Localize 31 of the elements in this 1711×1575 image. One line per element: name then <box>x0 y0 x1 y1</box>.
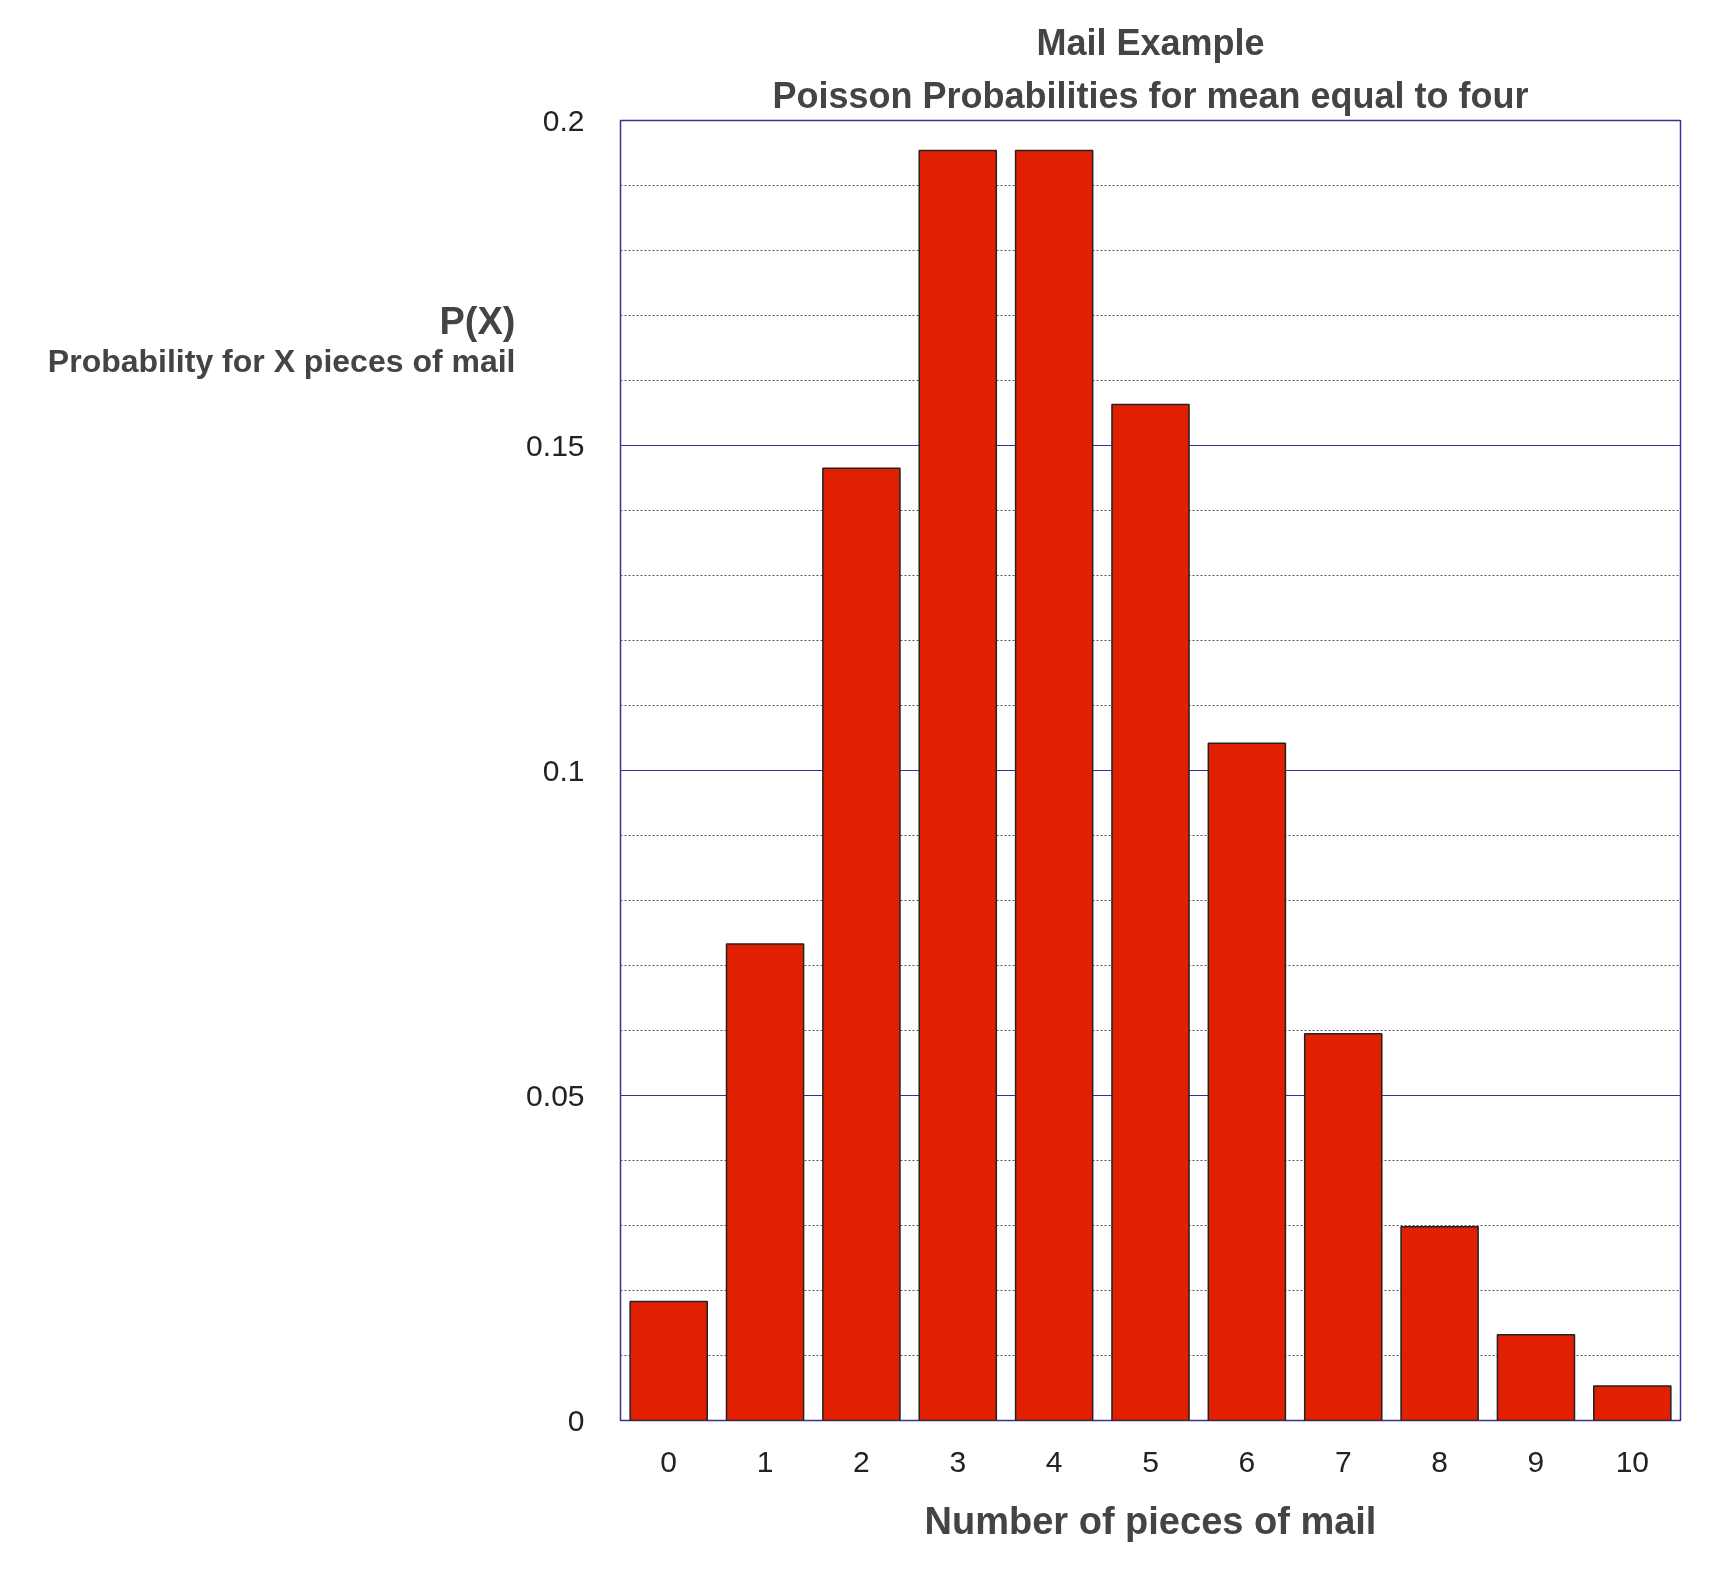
bar <box>725 943 805 1421</box>
chart-subtitle: Poisson Probabilities for mean equal to four <box>772 74 1529 116</box>
x-tick-label: 7 <box>1334 1444 1352 1478</box>
x-tick-label: 6 <box>1238 1444 1256 1478</box>
x-tick-label: 8 <box>1431 1444 1448 1478</box>
y-axis-title: P(X) Probability for X pieces of mail <box>47 299 516 379</box>
x-tick-label: 4 <box>1045 1444 1063 1478</box>
bar <box>629 1300 708 1421</box>
bar <box>1593 1385 1672 1421</box>
bar <box>1496 1333 1576 1421</box>
x-axis-title: Number of pieces of mail <box>924 1499 1377 1542</box>
x-tick-label: 10 <box>1615 1444 1650 1478</box>
bar <box>1207 742 1287 1421</box>
x-tick-label: 9 <box>1527 1444 1545 1478</box>
y-tick-label: 0.15 <box>526 428 585 462</box>
bar <box>822 467 901 1421</box>
y-tick-label: 0 <box>567 1403 585 1437</box>
x-tick-label: 5 <box>1142 1444 1159 1478</box>
y-tick-label: 0.2 <box>542 103 585 137</box>
x-tick-label: 2 <box>853 1444 870 1478</box>
y-tick-label: 0.05 <box>526 1078 585 1112</box>
bar <box>1111 403 1190 1421</box>
x-tick-label: 1 <box>756 1444 774 1478</box>
y-tick-label: 0.1 <box>542 753 585 787</box>
bar <box>1303 1033 1383 1421</box>
x-tick-label: 0 <box>660 1444 678 1478</box>
x-tick-label: 3 <box>949 1444 967 1478</box>
bar <box>1014 149 1094 1421</box>
chart-title: Mail Example <box>1036 21 1265 63</box>
bar <box>1400 1226 1479 1421</box>
bar <box>918 149 998 1421</box>
